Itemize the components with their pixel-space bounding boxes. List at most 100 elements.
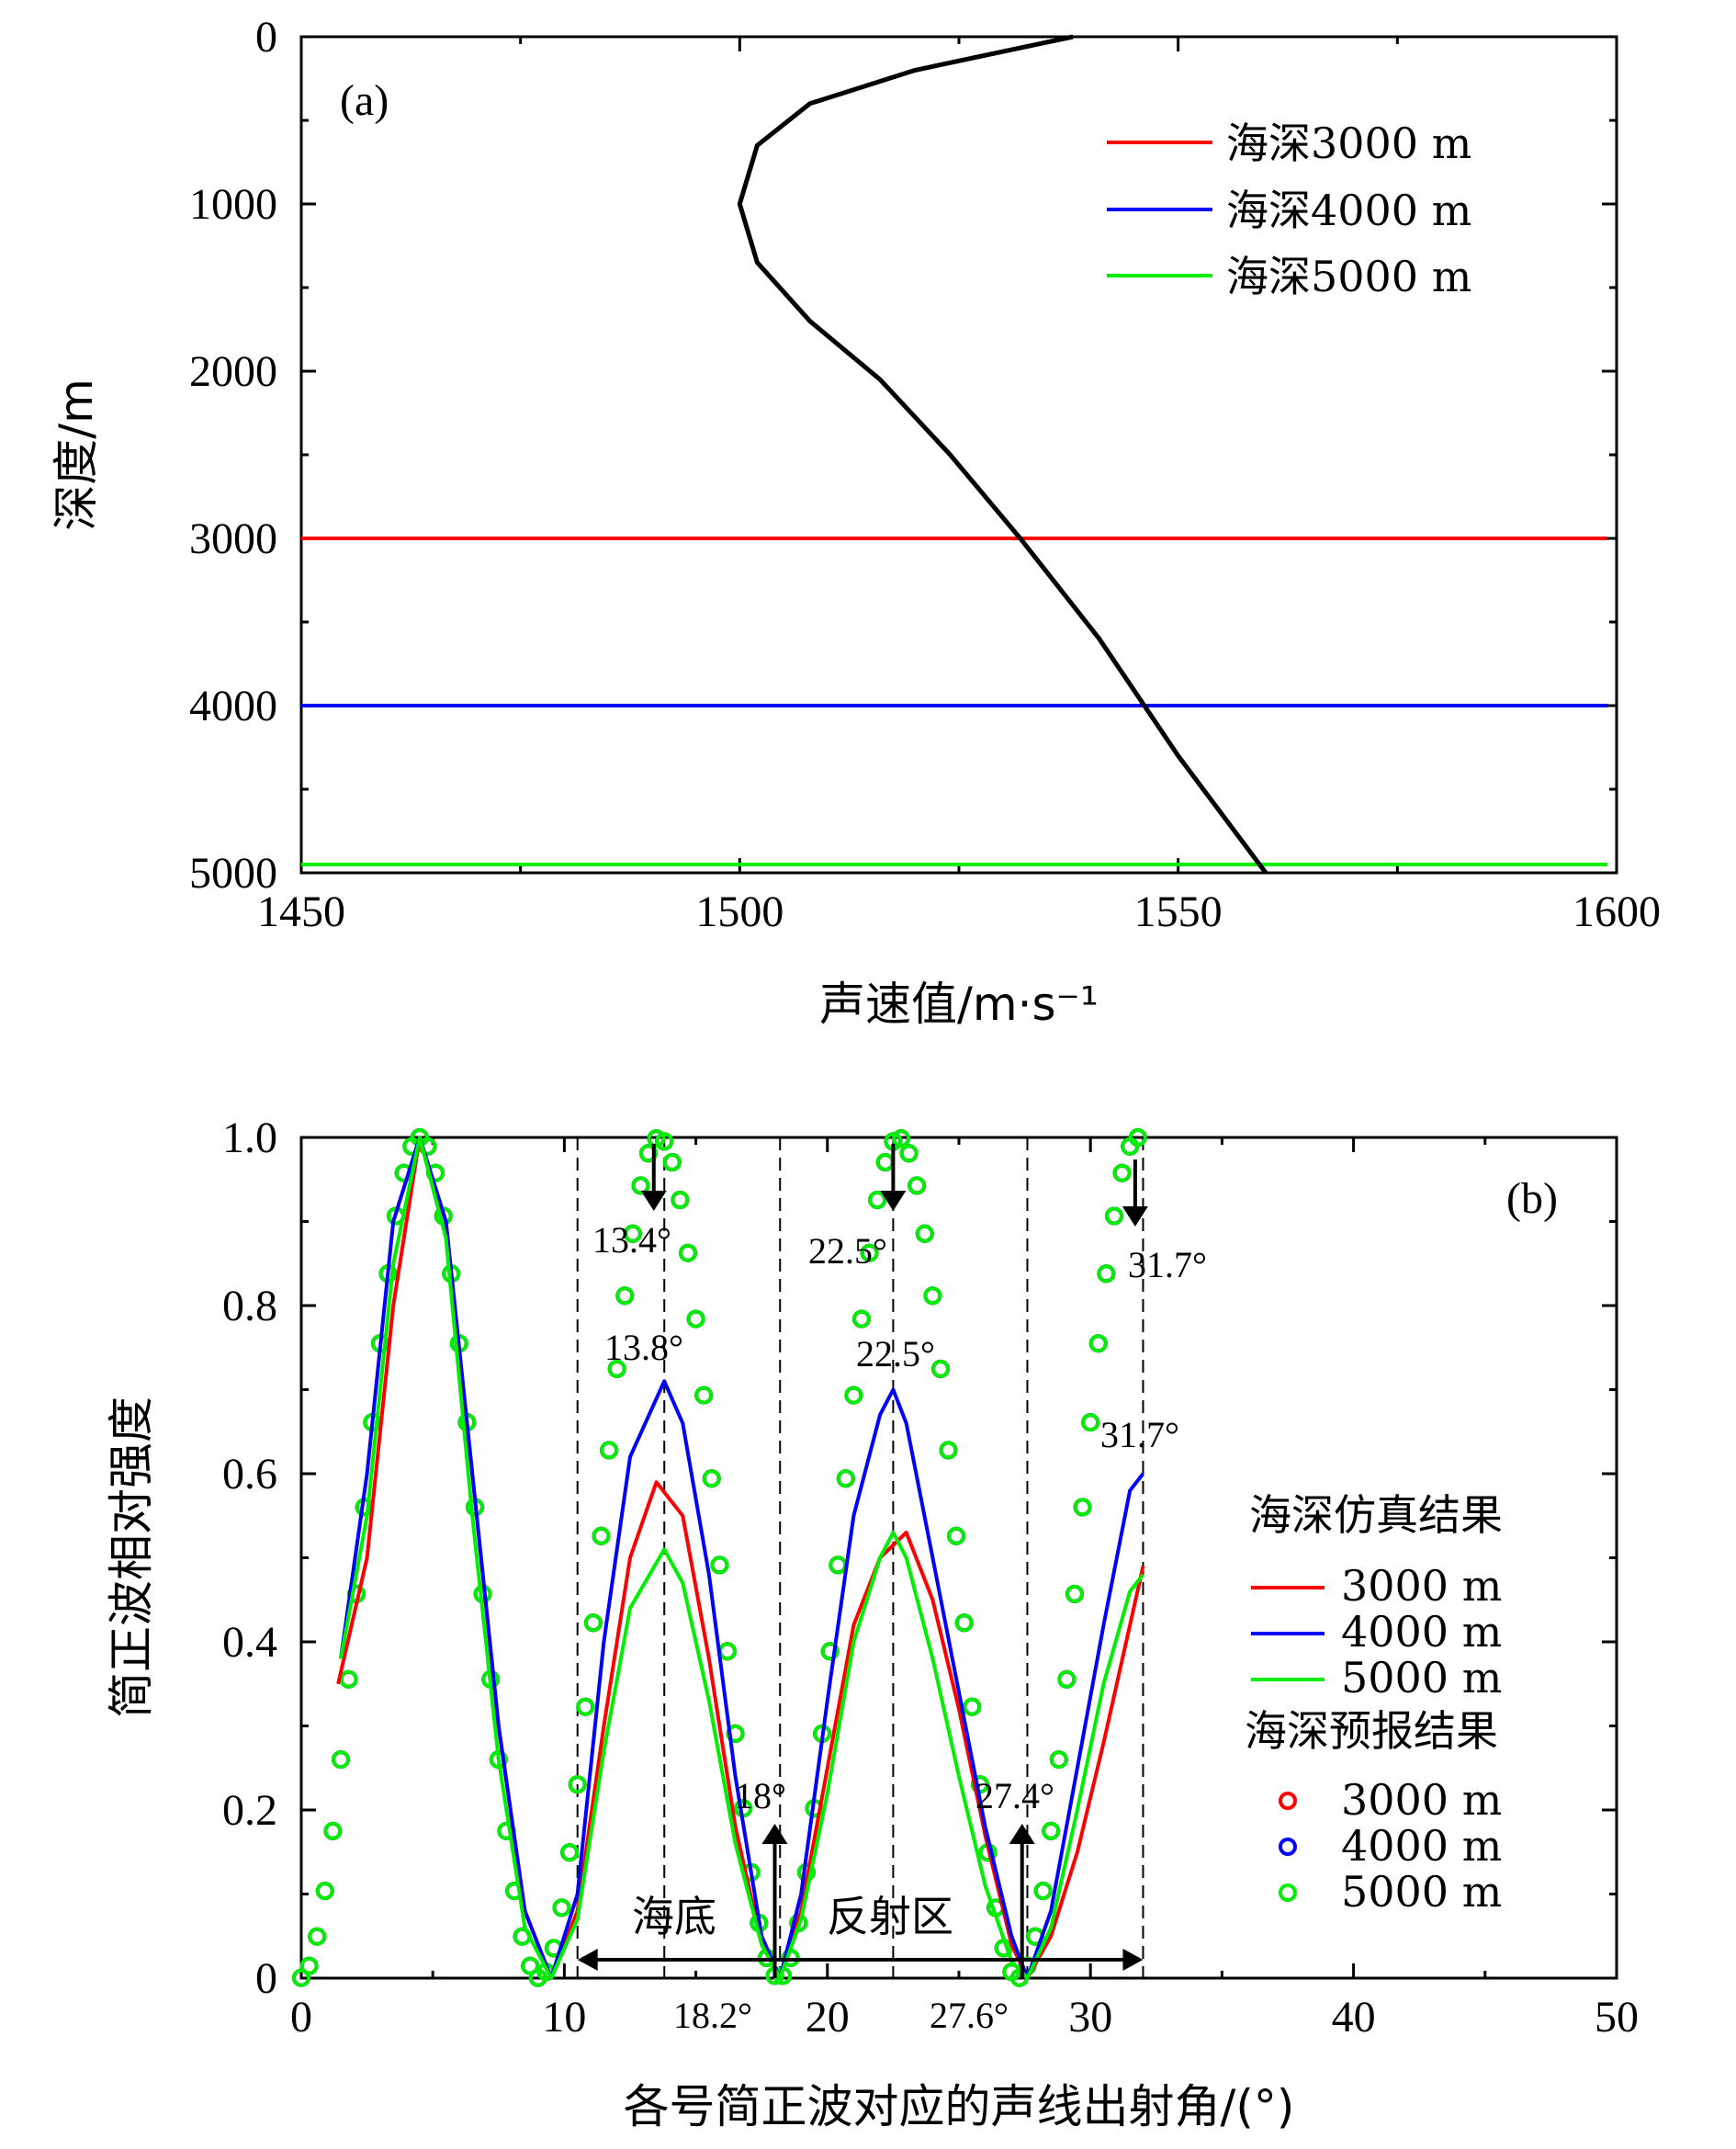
x-tick-label: 0	[290, 1993, 312, 2042]
arrow-head	[880, 1191, 907, 1211]
y-tick-label: 1000	[189, 180, 277, 229]
prediction-marker	[892, 1129, 910, 1148]
prediction-marker	[552, 1898, 571, 1917]
panel-b-prediction-markers	[292, 1128, 1147, 1987]
arrow-head	[1122, 1206, 1148, 1227]
legend-pred-blue	[1279, 1838, 1297, 1856]
x-tick-label: 30	[1068, 1993, 1112, 2042]
prediction-marker	[875, 1153, 895, 1171]
region-arrow-head-left	[577, 1949, 598, 1971]
prediction-marker	[299, 1956, 319, 1975]
panel-a-xlabel: 声速值/m·s⁻¹	[819, 978, 1099, 1031]
prediction-marker	[655, 1132, 674, 1151]
annot-top-13-4: 13.4°	[592, 1219, 671, 1261]
prediction-marker	[868, 1191, 887, 1209]
legend-label-5000: 海深5000 m	[1226, 252, 1471, 301]
y-tick-label: 0	[255, 1954, 277, 2003]
x-tick-label: 10	[542, 1993, 586, 2042]
legend-pred-red	[1279, 1792, 1297, 1810]
legend-pred-title: 海深预报结果	[1245, 1706, 1498, 1756]
panel-b: 0 10 20 30 40 50 0 0.2 0.4 0.6 0.8 1.0 (b) 各号简正波对应的…	[105, 1114, 1639, 2133]
prediction-marker	[686, 1309, 705, 1329]
y-tick-label: 0.6	[222, 1450, 277, 1499]
y-tick-label: 2000	[189, 347, 277, 396]
prediction-marker	[662, 1153, 682, 1171]
prediction-marker	[702, 1469, 721, 1488]
prediction-marker	[1033, 1882, 1053, 1901]
prediction-marker	[931, 1359, 950, 1378]
prediction-marker	[915, 1224, 934, 1243]
x-tick-label: 1550	[1134, 888, 1223, 936]
prediction-marker	[1073, 1498, 1092, 1517]
prediction-marker	[718, 1642, 737, 1661]
prediction-marker	[560, 1843, 580, 1862]
legend-pred-green	[1279, 1883, 1297, 1902]
legend-pred-5000: 5000 m	[1341, 1867, 1502, 1917]
legend-sim-5000: 5000 m	[1341, 1653, 1502, 1702]
x-tick-label: 20	[806, 1993, 850, 2042]
prediction-marker	[844, 1386, 863, 1405]
x-tick-label: 40	[1332, 1993, 1376, 2042]
prediction-marker	[631, 1176, 650, 1195]
prediction-marker	[1105, 1206, 1123, 1226]
prediction-marker	[1049, 1750, 1068, 1770]
legend-sim-3000: 3000 m	[1341, 1561, 1502, 1611]
prediction-marker	[963, 1697, 982, 1716]
prediction-marker	[339, 1669, 358, 1689]
prediction-marker	[710, 1555, 729, 1575]
prediction-marker	[308, 1927, 327, 1946]
prediction-marker	[947, 1526, 966, 1545]
prediction-marker	[1097, 1264, 1116, 1284]
y-tick-label: 0.8	[222, 1282, 277, 1330]
panel-b-legend: 海深仿真结果 3000 m 4000 m 5000 m 海深预报结果 3000 …	[1245, 1490, 1503, 1917]
panel-b-label: (b)	[1506, 1174, 1558, 1223]
prediction-marker	[836, 1469, 855, 1488]
y-tick-label: 0.2	[222, 1786, 277, 1835]
panel-b-ylabel: 简正波相对强度	[105, 1397, 158, 1718]
prediction-marker	[1042, 1821, 1061, 1840]
x-tick-label: 1500	[695, 888, 783, 936]
prediction-marker	[899, 1144, 919, 1163]
arrow-head	[640, 1191, 667, 1211]
simulation-line	[339, 1136, 1145, 1980]
y-tick-label: 0	[255, 13, 277, 62]
annot-peak-13-8: 13.8°	[604, 1327, 683, 1368]
prediction-marker	[568, 1775, 587, 1794]
prediction-marker	[607, 1359, 626, 1378]
x-tick-label: 50	[1595, 1993, 1639, 2042]
panel-a-lines	[301, 34, 1607, 875]
panel-b-annotations: 13.4° 22.5° 31.7° 13.8° 22.5° 31.7° 18° …	[577, 1144, 1207, 2036]
annot-top-31-7: 31.7°	[1128, 1244, 1207, 1285]
prediction-marker	[852, 1309, 871, 1329]
prediction-marker	[615, 1286, 635, 1306]
legend-label-4000: 海深4000 m	[1226, 186, 1471, 235]
prediction-marker	[639, 1144, 658, 1163]
y-tick-label: 1.0	[222, 1114, 277, 1162]
arrow-head	[1009, 1824, 1035, 1844]
panel-a: 1450 1500 1550 1600 0 1000 2000 3000 4000 5000 (a…	[50, 13, 1661, 1031]
annot-top-22-5: 22.5°	[808, 1230, 887, 1272]
prediction-marker	[860, 1243, 879, 1262]
prediction-marker	[1057, 1669, 1077, 1689]
prediction-marker	[583, 1613, 603, 1633]
panel-b-xlabel: 各号简正波对应的声线出射角/(°)	[624, 2080, 1295, 2133]
prediction-marker	[332, 1750, 350, 1770]
prediction-marker	[323, 1821, 343, 1840]
prediction-marker	[1081, 1413, 1100, 1432]
arrow-head	[761, 1824, 788, 1844]
panel-a-ticks: 1450 1500 1550 1600 0 1000 2000 3000 4000 5000	[189, 13, 1661, 936]
legend-sim-title: 海深仿真结果	[1249, 1490, 1503, 1540]
y-tick-label: 3000	[189, 515, 277, 563]
legend-sim-4000: 4000 m	[1341, 1607, 1502, 1657]
annot-peak-31-7: 31.7°	[1100, 1414, 1179, 1455]
region-arrow-head-right	[1122, 1949, 1144, 1971]
panel-b-ticks: 0 10 20 30 40 50 0 0.2 0.4 0.6 0.8 1.0	[222, 1114, 1639, 2042]
prediction-marker	[315, 1882, 334, 1901]
panel-a-ylabel: 深度/m	[50, 379, 103, 531]
prediction-marker	[1128, 1128, 1147, 1147]
prediction-marker	[820, 1642, 840, 1661]
annot-region-seabed: 海底	[632, 1892, 716, 1941]
x-tick-label: 1450	[257, 888, 345, 936]
annot-peak-22-5: 22.5°	[856, 1333, 935, 1374]
annot-bottom-18: 18°	[735, 1775, 786, 1816]
